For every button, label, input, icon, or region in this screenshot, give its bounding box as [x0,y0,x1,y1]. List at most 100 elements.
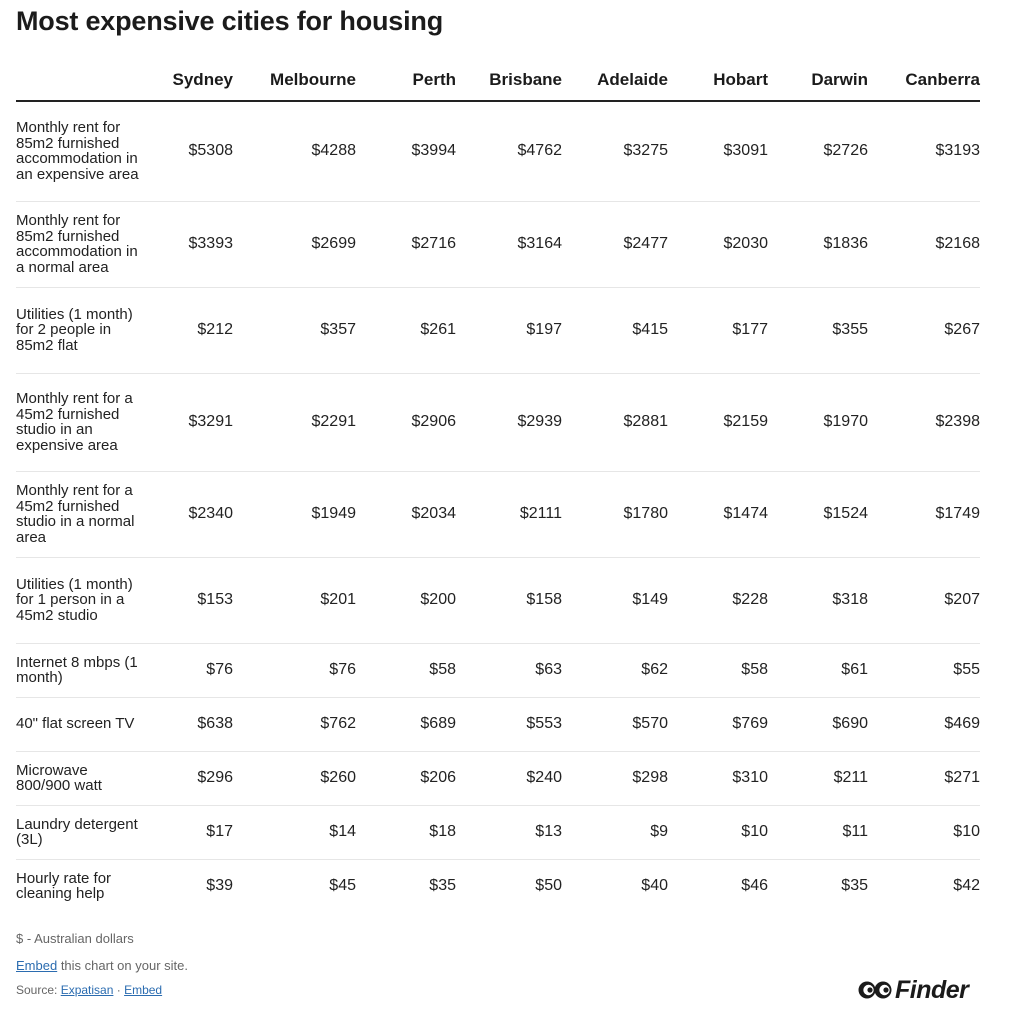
cell-sydney: $2340 [146,471,233,558]
cell-perth: $18 [356,805,456,860]
cell-perth: $200 [356,557,456,644]
embed-link[interactable]: Embed [16,958,58,973]
table-row: Utilities (1 month) for 1 person in a 45… [16,557,980,644]
header-label-cell [16,60,146,102]
cell-hobart: $2159 [668,373,768,472]
row-label: Internet 8 mbps (1 month) [16,643,146,698]
finder-logo-text: Finder [895,975,969,1004]
cell-sydney: $5308 [146,101,233,202]
cell-darwin: $1836 [768,201,868,288]
row-label: Monthly rent for 85m2 furnished accommod… [16,101,146,202]
cell-brisbane: $4762 [456,101,562,202]
cell-canberra: $55 [868,643,980,698]
cell-sydney: $3393 [146,201,233,288]
table-header-row: Sydney Melbourne Perth Brisbane Adelaide Hoba… [16,60,980,102]
cell-perth: $2034 [356,471,456,558]
table-row: Monthly rent for a 45m2 furnished studio… [16,471,980,558]
cell-canberra: $1749 [868,471,980,558]
cell-darwin: $690 [768,697,868,752]
cell-adelaide: $62 [562,643,668,698]
source-prefix: Source: [16,983,61,997]
cell-sydney: $17 [146,805,233,860]
cell-adelaide: $2881 [562,373,668,472]
cell-canberra: $10 [868,805,980,860]
table-row: Monthly rent for 85m2 furnished accommod… [16,101,980,202]
cell-brisbane: $197 [456,287,562,374]
cell-perth: $689 [356,697,456,752]
source-embed-link[interactable]: Embed [124,983,163,997]
cell-adelaide: $298 [562,751,668,806]
cell-brisbane: $3164 [456,201,562,288]
table-row: Monthly rent for a 45m2 furnished studio… [16,373,980,472]
cell-brisbane: $13 [456,805,562,860]
finder-logo[interactable]: Finder [858,975,969,1005]
column-header-darwin: Darwin [768,60,868,102]
cell-adelaide: $9 [562,805,668,860]
housing-cost-table: Sydney Melbourne Perth Brisbane Adelaide Hoba… [16,60,980,913]
table-row: Internet 8 mbps (1 month) $76 $76 $58 $63 $62… [16,643,980,698]
cell-canberra: $3193 [868,101,980,202]
column-header-canberra: Canberra [868,60,980,102]
cell-darwin: $211 [768,751,868,806]
column-header-adelaide: Adelaide [562,60,668,102]
column-header-hobart: Hobart [668,60,768,102]
cell-adelaide: $1780 [562,471,668,558]
table-row: Utilities (1 month) for 2 people in 85m2… [16,287,980,374]
cell-brisbane: $2939 [456,373,562,472]
cell-sydney: $76 [146,643,233,698]
cell-sydney: $638 [146,697,233,752]
cell-brisbane: $158 [456,557,562,644]
cell-darwin: $11 [768,805,868,860]
cell-sydney: $3291 [146,373,233,472]
cell-brisbane: $2111 [456,471,562,558]
row-label: Hourly rate for cleaning help [16,869,112,903]
embed-line: Embed this chart on your site. [16,958,188,973]
cell-hobart: $10 [668,805,768,860]
cell-melbourne: $2291 [233,373,356,472]
cell-hobart: $2030 [668,201,768,288]
cell-darwin: $1970 [768,373,868,472]
cell-perth: $261 [356,287,456,374]
cell-canberra: $469 [868,697,980,752]
cell-brisbane: $240 [456,751,562,806]
finder-eyes-icon [858,979,892,1001]
cell-perth: $2716 [356,201,456,288]
cell-sydney: $39 [206,877,233,895]
cell-perth: $35 [429,877,456,895]
cell-melbourne: $45 [329,877,356,895]
cell-canberra: $271 [868,751,980,806]
cell-hobart: $228 [668,557,768,644]
cell-adelaide: $570 [562,697,668,752]
table-row: Monthly rent for 85m2 furnished accommod… [16,201,980,288]
source-link[interactable]: Expatisan [60,983,114,997]
cell-hobart: $769 [668,697,768,752]
embed-text: this chart on your site. [57,958,188,973]
row-label: Utilities (1 month) for 1 person in a 45… [16,557,146,644]
row-label: Monthly rent for a 45m2 furnished studio… [16,373,146,472]
table-row: Microwave 800/900 watt $296 $260 $206 $240 $2… [16,751,980,806]
cell-canberra: $207 [868,557,980,644]
chart-title: Most expensive cities for housing [16,6,443,36]
cell-adelaide: $3275 [562,101,668,202]
row-label: Utilities (1 month) for 2 people in 85m2… [16,287,146,374]
cell-adelaide: $149 [562,557,668,644]
currency-note: $ - Australian dollars [16,931,134,946]
cell-melbourne: $76 [233,643,356,698]
source-separator: · [113,983,125,997]
source-line: Source: Expatisan · Embed [16,983,162,997]
cell-darwin: $2726 [768,101,868,202]
cell-perth: $206 [356,751,456,806]
cell-darwin: $61 [768,643,868,698]
row-label: Monthly rent for a 45m2 furnished studio… [16,471,146,558]
cell-melbourne: $201 [233,557,356,644]
cell-canberra: $2398 [868,373,980,472]
cell-melbourne: $1949 [233,471,356,558]
column-header-sydney: Sydney [146,60,233,102]
table-row: 40" flat screen TV $638 $762 $689 $553 $570 $7… [16,697,980,752]
column-header-brisbane: Brisbane [456,60,562,102]
cell-melbourne: $762 [233,697,356,752]
cell-melbourne: $4288 [233,101,356,202]
row-label: Laundry detergent (3L) [16,805,146,860]
column-header-perth: Perth [356,60,456,102]
table-row: Laundry detergent (3L) $17 $14 $18 $13 $9 $10 $… [16,805,980,860]
